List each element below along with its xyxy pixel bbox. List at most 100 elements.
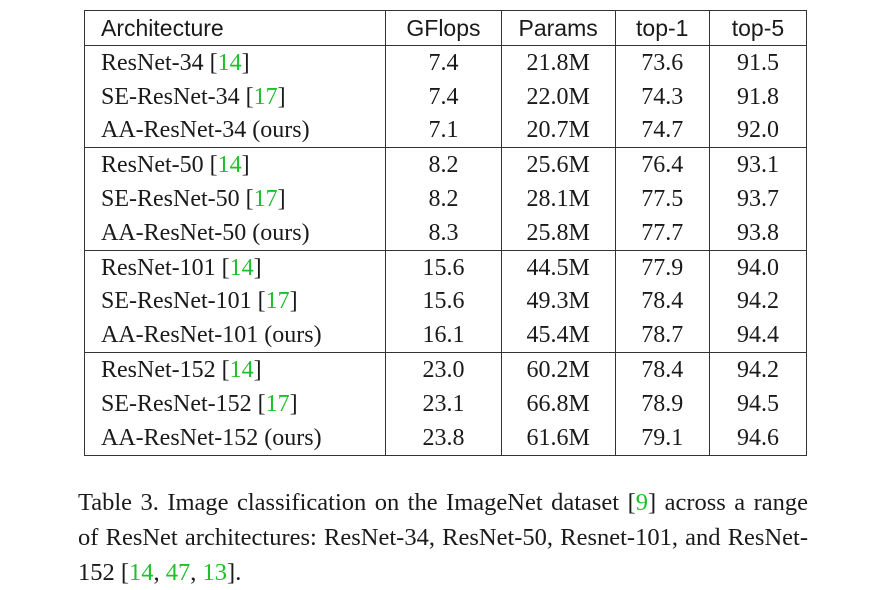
table-group: ResNet-34 [14] 7.4 21.8M 73.6 91.5 SE-ResNet-… <box>85 45 808 148</box>
caption-citation-link[interactable]: 47 <box>165 559 191 586</box>
cell-architecture: SE-ResNet-101 [17] <box>101 288 298 315</box>
cell-gflops: 8.2 <box>385 147 502 183</box>
citation-link[interactable]: 14 <box>217 49 242 76</box>
caption-text: , <box>153 559 166 586</box>
cell-top1: 76.4 <box>614 147 710 183</box>
citation-link[interactable]: 17 <box>253 83 278 110</box>
architecture-name: SE-ResNet-34 <box>101 83 240 110</box>
cell-architecture: AA-ResNet-50 (ours) <box>85 216 386 250</box>
cell-gflops: 15.6 <box>385 284 502 319</box>
cell-top1: 78.9 <box>614 386 710 421</box>
cell-params: 25.6M <box>500 147 616 183</box>
cell-top5: 94.0 <box>708 249 808 285</box>
cell-gflops: 23.8 <box>385 420 502 456</box>
cell-top5: 93.1 <box>708 147 808 183</box>
table-group: ResNet-152 [14] 23.0 60.2M 78.4 94.2 SE-ResNe… <box>84 352 808 456</box>
cell-params: 60.2M <box>500 352 616 387</box>
table-row: ResNet-152 [14] 23.0 60.2M 78.4 94.2 <box>84 352 808 387</box>
table-row: ResNet-50 [14] 8.2 25.6M 76.4 93.1 <box>84 147 808 183</box>
architecture-name: ResNet-101 <box>101 254 216 281</box>
cell-gflops: 7.4 <box>385 79 502 114</box>
results-table: Architecture GFlops Params top-1 top-5 R… <box>84 10 808 456</box>
architecture-name: ResNet-34 <box>101 49 204 76</box>
table-row: AA-ResNet-34 (ours) 7.1 20.7M 74.7 92.0 <box>85 113 808 148</box>
cell-params: 21.8M <box>500 45 616 80</box>
table-header: Architecture GFlops Params top-1 top-5 <box>84 10 808 46</box>
table-caption: Table 3. Image classification on the Ima… <box>78 485 808 590</box>
cell-params: 25.8M <box>500 215 616 251</box>
citation-link[interactable]: 14 <box>229 357 254 384</box>
table-row: SE-ResNet-34 [17] 7.4 22.0M 74.3 91.8 <box>85 79 808 114</box>
architecture-name: AA-ResNet-50 (ours) <box>101 219 310 246</box>
architecture-name: SE-ResNet-101 <box>101 288 252 315</box>
table-row: SE-ResNet-152 [17] 23.1 66.8M 78.9 94.5 <box>85 386 808 421</box>
cell-gflops: 7.4 <box>385 45 502 80</box>
header-architecture: Architecture <box>84 10 386 46</box>
cell-top5: 93.8 <box>708 215 808 251</box>
citation-link[interactable]: 14 <box>217 152 242 179</box>
cell-params: 45.4M <box>500 318 616 353</box>
architecture-name: AA-ResNet-34 (ours) <box>101 117 310 144</box>
cell-gflops: 16.1 <box>385 318 502 353</box>
header-row: Architecture GFlops Params top-1 top-5 <box>84 10 808 46</box>
architecture-name: AA-ResNet-101 (ours) <box>101 322 322 349</box>
cell-architecture: SE-ResNet-34 [17] <box>101 83 286 110</box>
citation-link[interactable]: 17 <box>265 288 290 315</box>
results-table-container: Architecture GFlops Params top-1 top-5 R… <box>84 10 808 456</box>
cell-gflops: 8.2 <box>385 182 502 216</box>
header-top5: top-5 <box>708 10 808 46</box>
cell-top1: 77.9 <box>614 249 710 285</box>
caption-citation-link[interactable]: 9 <box>635 489 648 516</box>
cell-params: 66.8M <box>500 386 616 421</box>
cell-params: 61.6M <box>500 420 616 456</box>
cell-top1: 78.4 <box>614 284 710 319</box>
cell-top5: 94.4 <box>708 318 808 353</box>
header-top1: top-1 <box>614 10 710 46</box>
cell-top1: 78.7 <box>614 318 710 353</box>
cell-architecture: AA-ResNet-101 (ours) <box>85 318 386 352</box>
architecture-name: ResNet-50 <box>101 152 204 179</box>
cell-top5: 91.5 <box>708 45 808 80</box>
cell-top5: 94.2 <box>708 284 808 319</box>
cell-top1: 78.4 <box>614 352 710 387</box>
cell-architecture: SE-ResNet-50 [17] <box>101 186 286 213</box>
architecture-name: AA-ResNet-152 (ours) <box>101 424 322 451</box>
architecture-name: SE-ResNet-50 <box>101 186 240 213</box>
cell-gflops: 23.1 <box>385 386 502 421</box>
caption-citation-link[interactable]: 14 <box>129 559 154 586</box>
cell-top5: 94.6 <box>708 420 808 456</box>
citation-link[interactable]: 14 <box>229 254 254 281</box>
cell-architecture: AA-ResNet-152 (ours) <box>85 421 386 455</box>
cell-params: 22.0M <box>500 79 616 114</box>
cell-top5: 94.5 <box>708 386 808 421</box>
cell-architecture: ResNet-152 [14] <box>84 352 386 387</box>
cell-params: 28.1M <box>500 182 616 216</box>
architecture-name: ResNet-152 <box>101 357 216 384</box>
cell-gflops: 15.6 <box>385 249 502 285</box>
cell-top1: 77.5 <box>614 182 710 216</box>
caption-text: , <box>190 559 203 586</box>
header-params: Params <box>500 10 616 46</box>
cell-architecture: ResNet-101 [14] <box>84 249 386 285</box>
cell-top5: 93.7 <box>708 182 808 216</box>
cell-params: 44.5M <box>500 249 616 285</box>
cell-architecture: SE-ResNet-152 [17] <box>101 390 298 417</box>
caption-citation-link[interactable]: 13 <box>202 559 228 586</box>
cell-params: 20.7M <box>500 113 616 148</box>
citation-link[interactable]: 17 <box>253 186 278 213</box>
cell-top1: 79.1 <box>614 420 710 456</box>
cell-top5: 94.2 <box>708 352 808 387</box>
cell-top5: 91.8 <box>708 79 808 114</box>
cell-top5: 92.0 <box>708 113 808 148</box>
header-gflops: GFlops <box>385 10 502 46</box>
cell-top1: 73.6 <box>614 45 710 80</box>
cell-top1: 74.7 <box>614 113 710 148</box>
caption-text: ] across a range of ResNet architectures… <box>78 489 809 586</box>
caption-text: ]. <box>227 559 242 586</box>
table-row: AA-ResNet-152 (ours) 23.8 61.6M 79.1 94.6 <box>85 420 808 456</box>
citation-link[interactable]: 17 <box>265 390 290 417</box>
cell-architecture: AA-ResNet-34 (ours) <box>85 114 386 148</box>
cell-architecture: ResNet-34 [14] <box>101 49 250 76</box>
cell-gflops: 23.0 <box>385 352 502 387</box>
table-group: ResNet-50 [14] 8.2 25.6M 76.4 93.1 SE-ResNet-… <box>84 147 808 251</box>
